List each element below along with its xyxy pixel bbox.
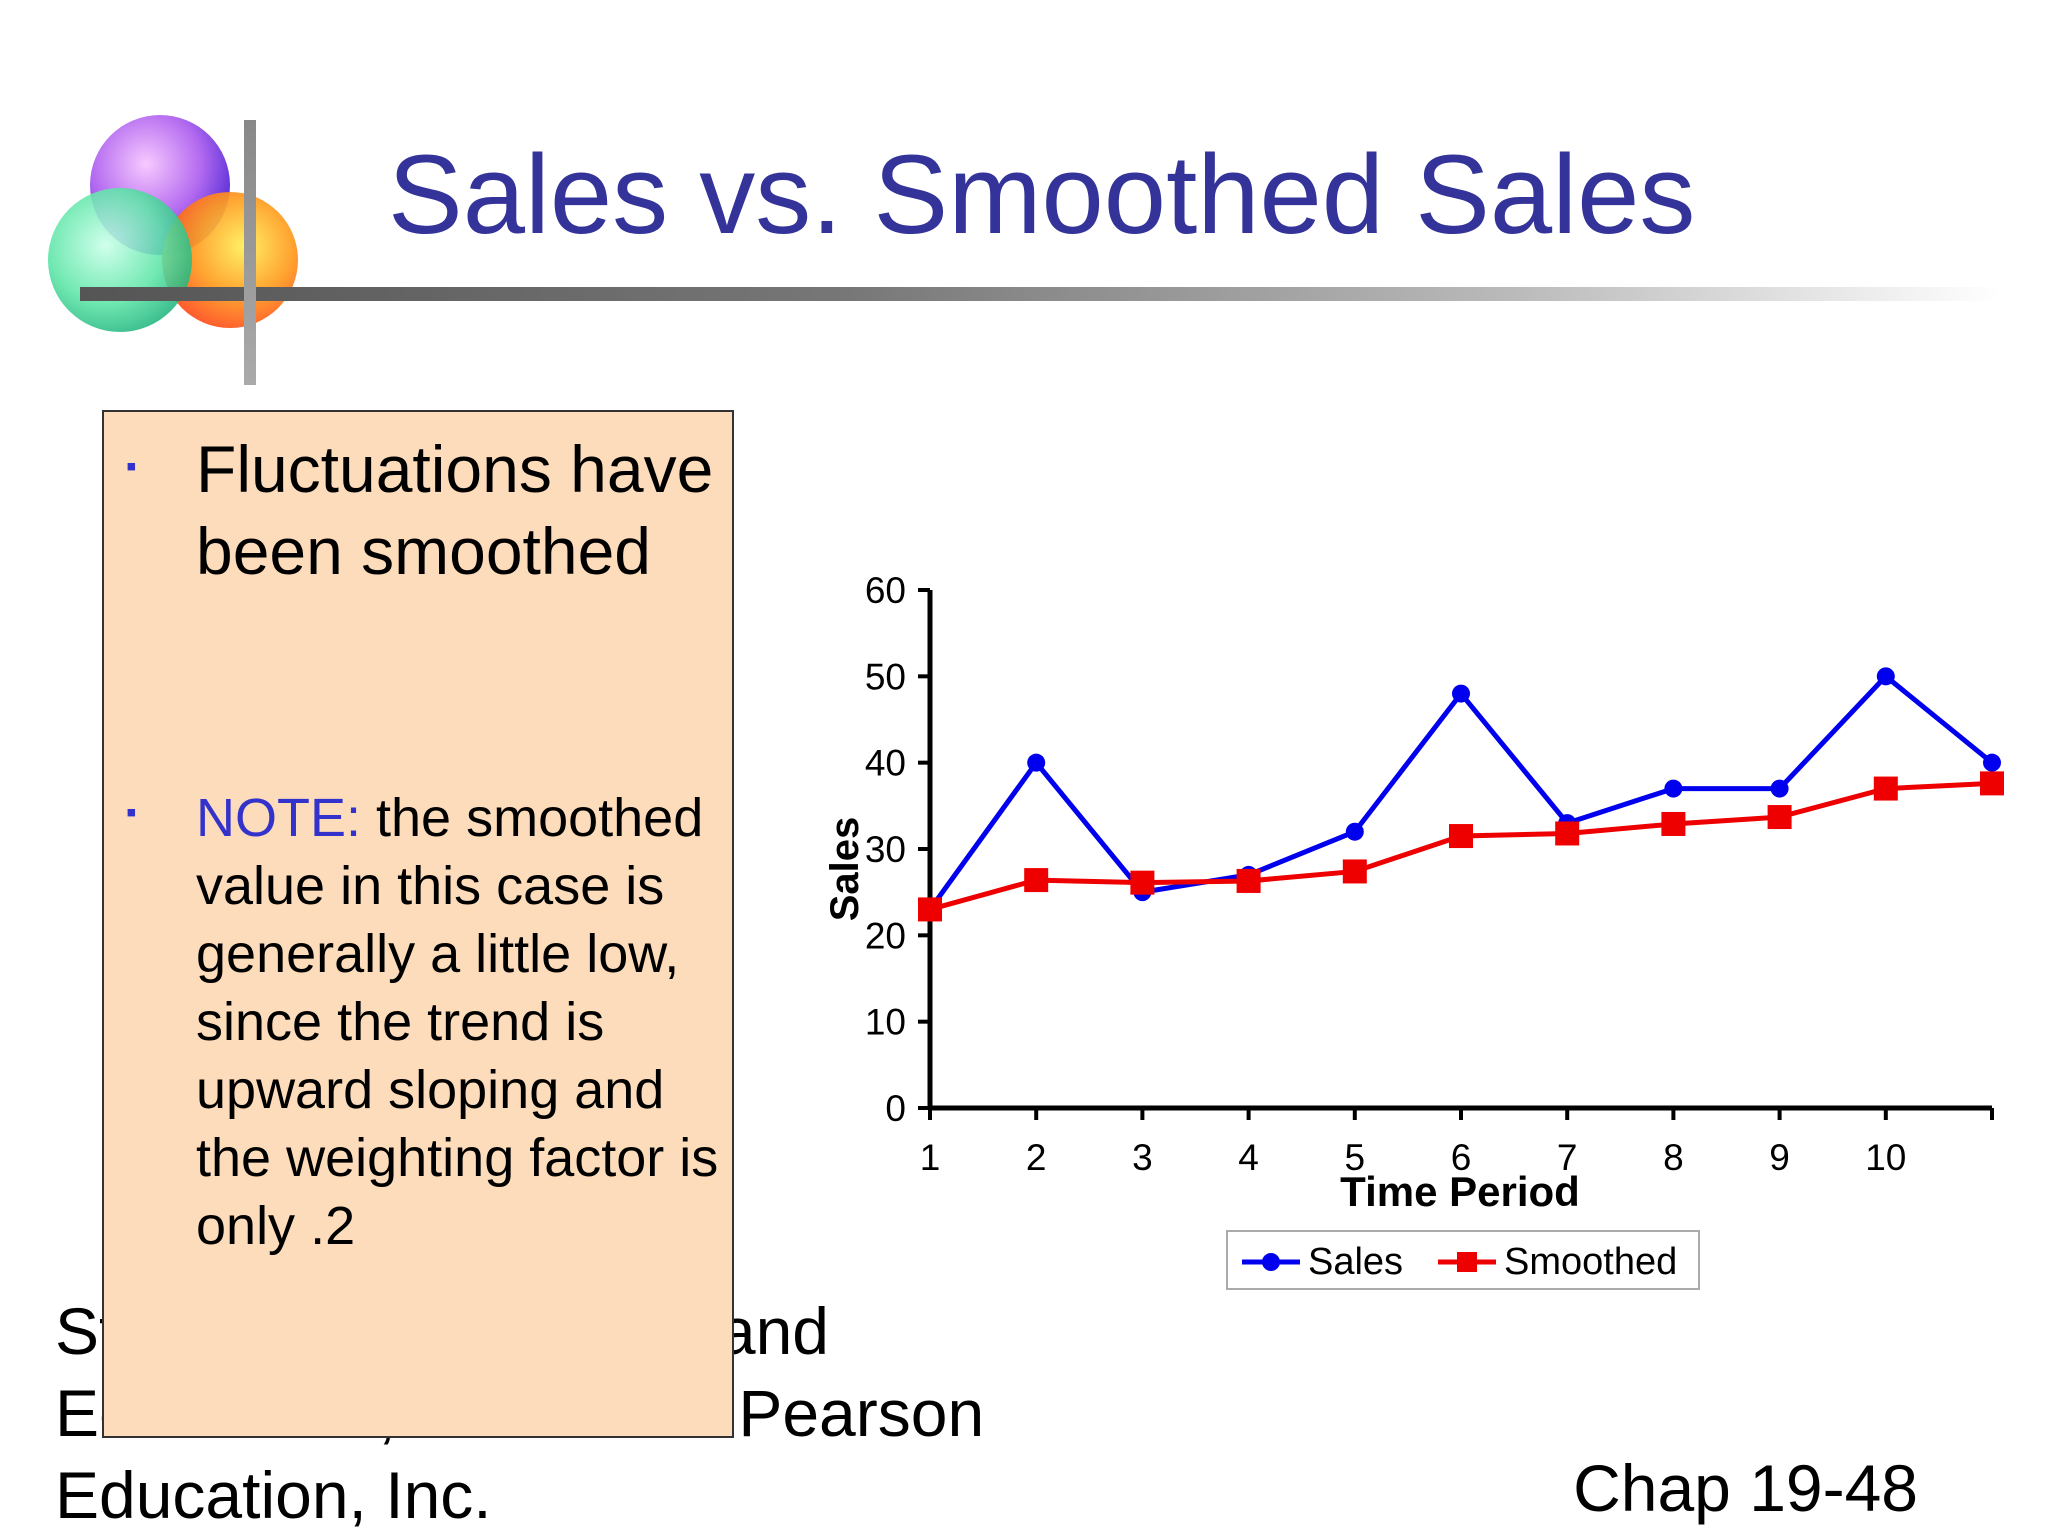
note-text: the smoothed value in this case is gener… <box>196 788 719 1256</box>
logo-circles <box>48 115 298 332</box>
x-tick-label: 8 <box>1663 1137 1684 1178</box>
x-tick-label: 6 <box>1451 1137 1472 1178</box>
y-axis-label: Sales <box>823 817 867 922</box>
data-point-sales <box>1027 753 1046 772</box>
bullet-marker-icon: ▪ <box>126 450 137 483</box>
sales-chart: 0 10 20 30 40 50 60 1 2 3 4 5 6 7 8 9 10 Sales Time Per… <box>823 570 2004 1215</box>
x-tick-label: 7 <box>1557 1137 1578 1178</box>
legend-item-sales: Sales <box>1240 1240 1403 1284</box>
series-line-sales <box>927 672 1994 911</box>
data-point-sales <box>1983 753 2001 772</box>
data-point-smoothed <box>1024 868 1049 893</box>
bullet-note: NOTE: the smoothed value in this case is… <box>196 784 731 1260</box>
data-point-smoothed <box>1130 870 1155 895</box>
legend-line-circle-icon <box>1242 1253 1300 1271</box>
data-point-smoothed <box>1661 811 1686 836</box>
x-tick-label: 3 <box>1132 1137 1153 1178</box>
data-point-sales <box>1664 779 1683 798</box>
data-point-sales <box>1876 667 1895 686</box>
data-point-sales <box>1770 779 1789 798</box>
legend-label-smoothed: Smoothed <box>1504 1240 1678 1283</box>
bullet-marker-icon: ▪ <box>126 796 137 829</box>
data-point-smoothed <box>1767 805 1792 830</box>
title-rule <box>80 287 2000 301</box>
chart-legend: Sales Smoothed <box>1226 1230 1700 1290</box>
data-point-smoothed <box>1980 771 2004 796</box>
y-tick-label: 60 <box>865 570 906 611</box>
note-box: ▪ Fluctuations have been smoothed ▪ NOTE… <box>102 410 734 1438</box>
x-axis-label: Time Period <box>1340 1168 1580 1215</box>
y-tick-label: 50 <box>865 656 906 697</box>
note-lead: NOTE: <box>196 788 362 848</box>
data-point-smoothed <box>1236 868 1261 893</box>
data-point-smoothed <box>1555 821 1580 846</box>
legend-label-sales: Sales <box>1308 1240 1404 1283</box>
y-tick-label: 30 <box>865 829 906 870</box>
data-point-sales <box>1345 822 1364 841</box>
x-tick-label: 4 <box>1238 1137 1259 1178</box>
y-tick-label: 10 <box>865 1002 906 1043</box>
chapter-label: Chap 19-48 <box>1573 1451 1918 1525</box>
x-tick-label: 9 <box>1769 1137 1790 1178</box>
data-point-smoothed <box>1342 859 1367 884</box>
data-point-smoothed <box>1873 776 1898 801</box>
legend-line-square-icon <box>1438 1252 1496 1272</box>
y-tick-label: 0 <box>885 1088 906 1129</box>
x-tick-label: 10 <box>1865 1137 1906 1178</box>
y-tick-label: 20 <box>865 915 906 956</box>
data-point-sales <box>1452 684 1470 703</box>
y-tick-label: 40 <box>865 743 906 784</box>
green-circle <box>48 188 192 332</box>
data-point-smoothed <box>918 897 942 922</box>
page-title: Sales vs. Smoothed Sales <box>388 132 1696 257</box>
legend-item-smoothed: Smoothed <box>1436 1240 1677 1284</box>
bullet-fluctuations: Fluctuations have been smoothed <box>196 432 714 588</box>
x-tick-label: 1 <box>920 1137 941 1178</box>
vertical-rule <box>244 120 256 385</box>
data-point-smoothed <box>1449 824 1473 849</box>
x-tick-label: 2 <box>1026 1137 1047 1178</box>
x-tick-label: 5 <box>1345 1137 1366 1178</box>
footer-line-3: Education, Inc. <box>55 1458 492 1532</box>
